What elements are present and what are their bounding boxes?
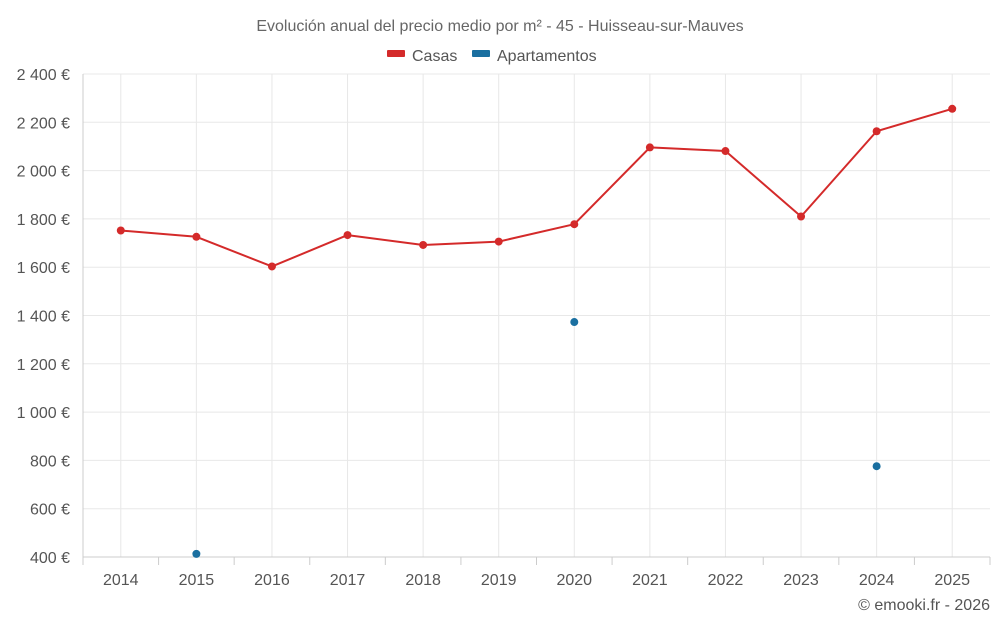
legend-item-apartamentos[interactable]: Apartamentos [472, 48, 597, 65]
data-point-casas[interactable] [116, 226, 125, 235]
x-axis: 2014 2015 2016 2017 2018 2019 2020 2021 2022 2023… [82, 556, 991, 589]
y-tick-label: 1 800 € [17, 212, 70, 229]
x-tick-label: 2020 [556, 572, 592, 589]
series-casas [116, 104, 957, 271]
data-point-apartamentos[interactable] [192, 549, 201, 558]
x-tick-label: 2015 [179, 572, 215, 589]
x-tick-label: 2025 [934, 572, 970, 589]
legend-swatch-apartamentos [472, 50, 490, 57]
x-tick-label: 2022 [708, 572, 744, 589]
y-tick-label: 1 200 € [17, 357, 70, 374]
series-apartamentos [192, 318, 881, 558]
y-tick-label: 2 000 € [17, 164, 70, 181]
data-point-casas[interactable] [948, 104, 957, 113]
series-line-casas [120, 107, 953, 268]
x-tick-label: 2024 [859, 572, 895, 589]
plot-area [116, 104, 957, 558]
y-tick-label: 600 € [30, 502, 70, 519]
y-tick-label: 800 € [30, 453, 70, 470]
x-tick-label: 2023 [783, 572, 819, 589]
data-point-casas[interactable] [570, 220, 579, 229]
data-point-casas[interactable] [645, 143, 654, 152]
x-tick-label: 2016 [254, 572, 290, 589]
x-tick-label: 2017 [330, 572, 366, 589]
data-point-casas[interactable] [797, 212, 806, 221]
y-tick-label: 2 400 € [17, 67, 70, 84]
grid [83, 73, 990, 558]
y-tick-label: 1 000 € [17, 405, 70, 422]
data-point-casas[interactable] [192, 232, 201, 241]
legend-item-casas[interactable]: Casas [387, 48, 457, 65]
data-point-casas[interactable] [343, 231, 352, 240]
data-point-casas[interactable] [494, 237, 503, 246]
legend: Casas Apartamentos [387, 48, 597, 65]
y-axis: 400 € 600 € 800 € 1 000 € 1 200 € 1 400 € 1 60… [17, 67, 84, 567]
data-point-apartamentos[interactable] [872, 462, 881, 471]
data-point-casas[interactable] [872, 127, 881, 136]
x-tick-label: 2021 [632, 572, 668, 589]
data-point-casas[interactable] [267, 262, 276, 271]
x-tick-label: 2019 [481, 572, 517, 589]
y-tick-label: 1 400 € [17, 309, 70, 326]
x-tick-label: 2014 [103, 572, 139, 589]
data-point-apartamentos[interactable] [570, 318, 579, 327]
legend-label-apartamentos: Apartamentos [497, 48, 597, 65]
chart-title: Evolución anual del precio medio por m² … [256, 18, 743, 35]
data-point-casas[interactable] [419, 240, 428, 249]
chart-credit: © emooki.fr - 2026 [858, 597, 990, 614]
legend-label-casas: Casas [412, 48, 457, 65]
y-tick-label: 1 600 € [17, 260, 70, 277]
y-tick-label: 400 € [30, 550, 70, 567]
x-tick-label: 2018 [405, 572, 441, 589]
y-tick-label: 2 200 € [17, 115, 70, 132]
data-point-casas[interactable] [721, 147, 730, 156]
legend-swatch-casas [387, 50, 405, 57]
